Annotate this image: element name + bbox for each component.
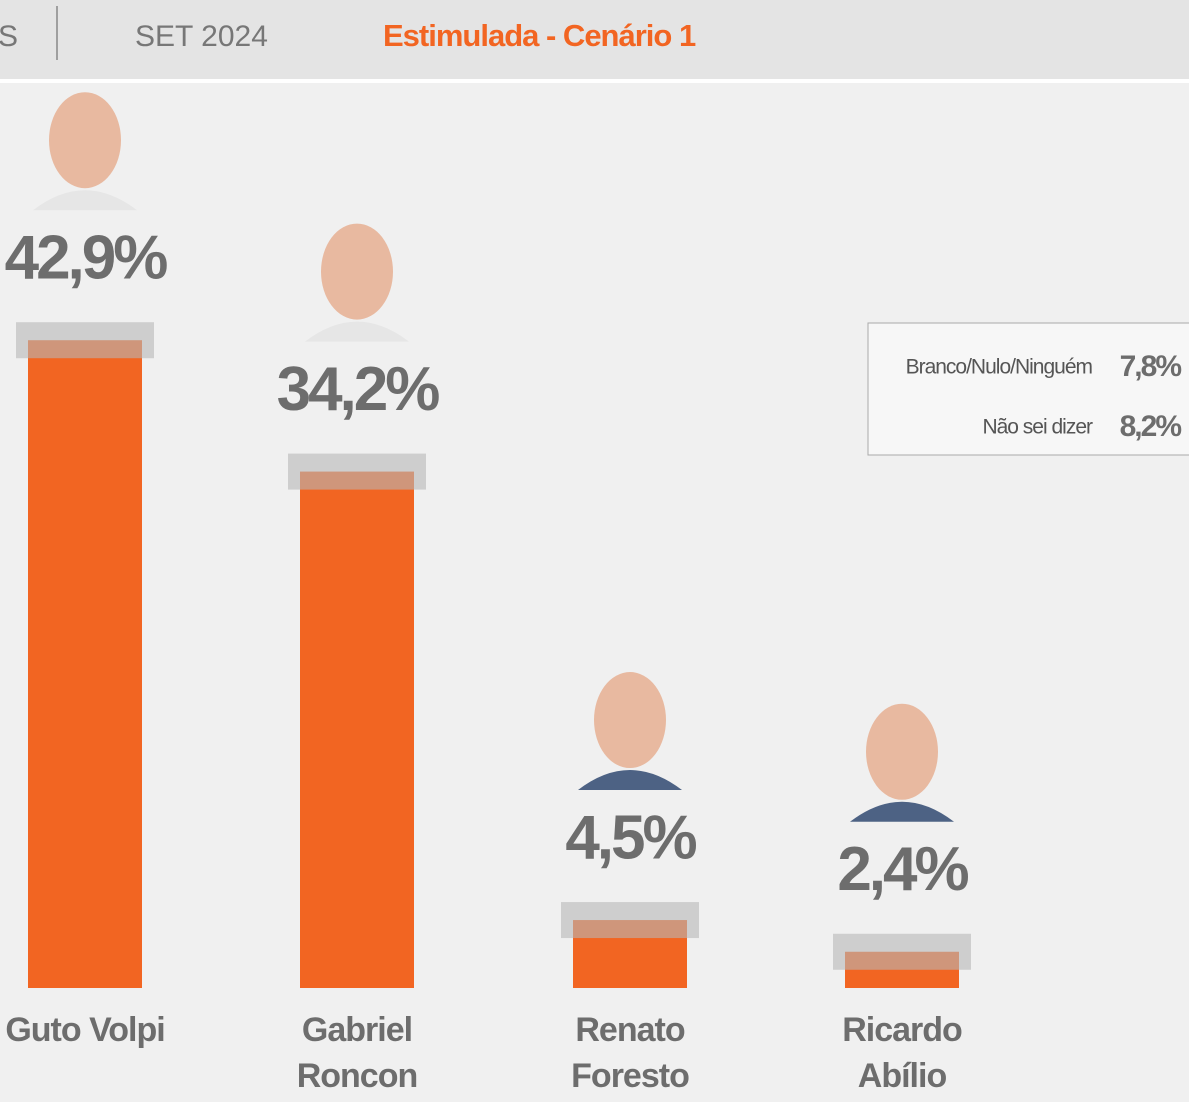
others-value: 7,8% bbox=[1120, 350, 1182, 383]
value-label: 4,5% bbox=[565, 803, 696, 872]
candidate-name: Renato Foresto bbox=[571, 1011, 690, 1095]
others-value: 8,2% bbox=[1120, 410, 1182, 443]
value-label: 34,2% bbox=[277, 355, 440, 424]
bar-cap bbox=[288, 453, 426, 490]
portrait-face bbox=[866, 703, 938, 800]
portrait-shoulders bbox=[578, 770, 682, 791]
header-bar bbox=[0, 0, 1189, 79]
candidate-name: Gabriel Roncon bbox=[296, 1011, 419, 1095]
portrait-shoulders bbox=[305, 321, 409, 342]
bar bbox=[28, 340, 142, 989]
chart-title: Estimulada - Cenário 1 bbox=[383, 18, 696, 53]
header-date: SET 2024 bbox=[135, 20, 268, 53]
candidate-name: Guto Volpi bbox=[5, 1011, 165, 1049]
others-label: Não sei dizer bbox=[982, 416, 1093, 439]
header-fragment: S bbox=[0, 20, 18, 53]
value-label: 2,4% bbox=[837, 835, 968, 904]
bar-cap bbox=[833, 933, 971, 970]
bar-cap bbox=[561, 902, 699, 939]
candidate-name: Ricardo Abílio bbox=[842, 1011, 963, 1095]
portrait-shoulders bbox=[33, 190, 137, 211]
header-rule bbox=[0, 79, 1189, 83]
bar bbox=[300, 471, 414, 989]
portrait-shoulders bbox=[850, 801, 954, 822]
others-box bbox=[867, 322, 1189, 456]
value-label: 42,9% bbox=[5, 224, 168, 293]
portrait-face bbox=[49, 92, 121, 189]
portrait-face bbox=[321, 223, 393, 320]
bar-cap bbox=[16, 322, 154, 359]
portrait-face bbox=[594, 672, 666, 769]
others-label: Branco/Nulo/Ninguém bbox=[906, 356, 1093, 379]
